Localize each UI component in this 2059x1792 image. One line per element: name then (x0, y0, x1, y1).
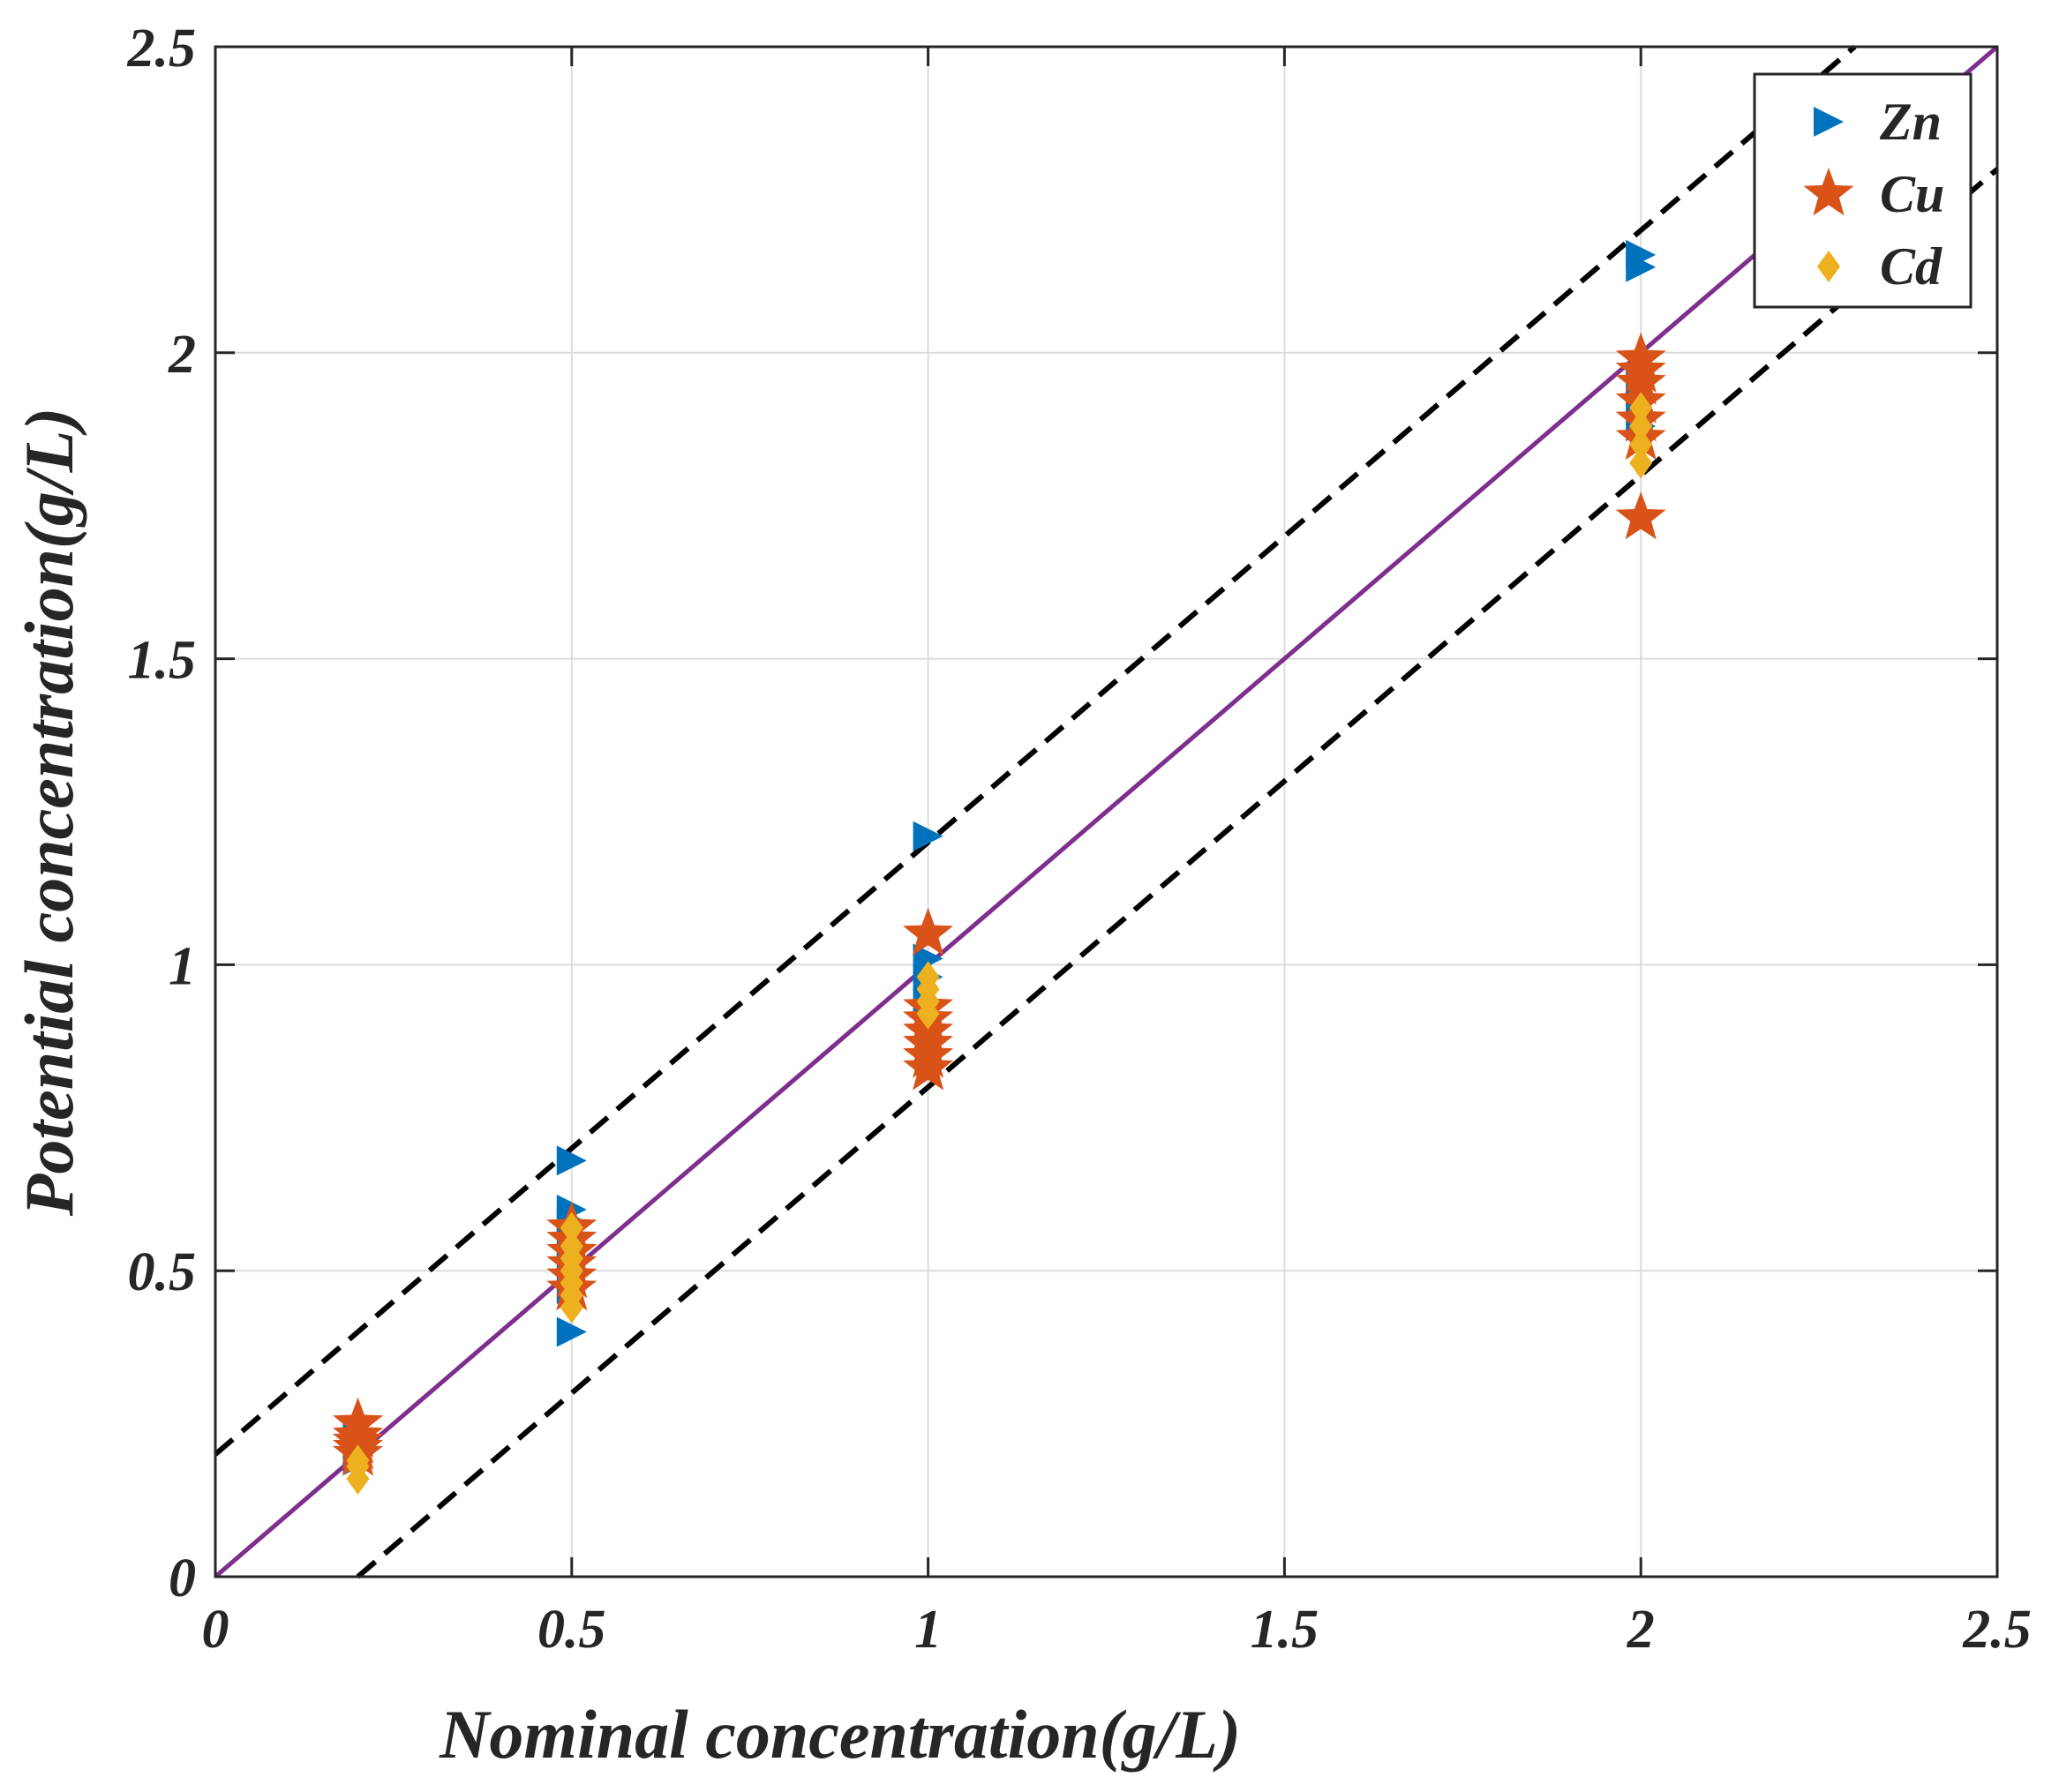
x-tick-label: 0.5 (537, 1600, 606, 1660)
cd-point (1629, 410, 1653, 443)
cd-point (560, 1230, 583, 1263)
cd-point (560, 1211, 583, 1244)
y-tick-label: 2.5 (127, 19, 197, 79)
y-tick-labels: 0 0.5 1 1.5 2 2.5 (127, 19, 197, 1608)
zn-point (1626, 239, 1657, 270)
x-axis-label: Nominal concentration(g/L) (439, 1696, 1241, 1773)
cd-point (1629, 392, 1653, 424)
cu-point (333, 1397, 384, 1445)
legend-box (1753, 72, 1973, 309)
zn-point (913, 821, 943, 851)
zn-point (913, 943, 943, 974)
plot-frame (214, 45, 1999, 1578)
reference-lines (214, 44, 1999, 1579)
legend-marker-zn (1814, 107, 1844, 137)
y-tick-label: 1.5 (128, 631, 197, 691)
legend-marker-cd (1817, 251, 1840, 282)
data-points (333, 239, 1666, 1496)
cu-point (1615, 491, 1666, 540)
x-tick-label: 2 (1627, 1600, 1655, 1660)
y-tick-label: 0.5 (128, 1242, 197, 1302)
cu-point (1615, 332, 1666, 380)
y-axis-label: Potential concentration(g/L) (11, 408, 87, 1217)
cd-point (916, 961, 940, 993)
dashed-bound-line (214, 44, 1857, 1457)
grid-lines (215, 47, 1997, 1577)
cu-point (903, 907, 954, 956)
series-zn (342, 239, 1657, 1476)
x-tick-label: 1.5 (1251, 1600, 1319, 1660)
cd-point (346, 1444, 370, 1477)
x-tick-label: 1 (914, 1600, 942, 1660)
legend-label-zn: Zn (1879, 93, 1942, 151)
legend-label-cd: Cd (1880, 237, 1943, 296)
zn-point (556, 1316, 587, 1347)
x-tick-labels: 0 0.5 1 1.5 2 2.5 (202, 1600, 2032, 1660)
dashed-bound-line (356, 167, 1999, 1579)
legend-label-cu: Cu (1880, 165, 1944, 223)
legend: Zn Cu Cd (1753, 72, 1973, 309)
legend-marker-cu (1803, 168, 1854, 216)
axis-ticks (215, 47, 1997, 1577)
zn-point (556, 1145, 587, 1176)
cd-point (1629, 446, 1653, 479)
x-tick-label: 2.5 (1962, 1600, 2032, 1660)
cd-point (1629, 428, 1653, 461)
series-cd (346, 392, 1653, 1496)
x-tick-label: 0 (202, 1600, 229, 1660)
identity-line (214, 45, 1999, 1578)
y-tick-label: 1 (169, 936, 196, 996)
y-tick-label: 2 (168, 325, 196, 385)
y-tick-label: 0 (169, 1548, 196, 1608)
